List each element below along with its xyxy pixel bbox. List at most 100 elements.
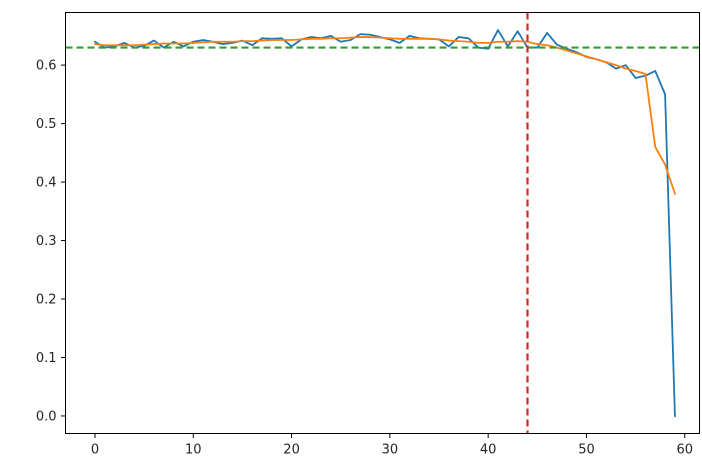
series-2-point bbox=[585, 55, 587, 57]
series-1-point bbox=[349, 39, 351, 41]
x-tick-label: 60 bbox=[676, 443, 693, 458]
x-tick-label: 20 bbox=[283, 443, 300, 458]
x-tick-label: 40 bbox=[480, 443, 497, 458]
y-tick-label: 0.5 bbox=[36, 117, 57, 132]
plot-frame bbox=[65, 12, 700, 434]
series-2-point bbox=[457, 40, 459, 42]
series-1-point bbox=[123, 42, 125, 44]
series-line-1 bbox=[93, 29, 676, 417]
series-2-point bbox=[290, 39, 292, 41]
y-tick-label: 0.0 bbox=[36, 409, 57, 424]
x-tick-label: 50 bbox=[578, 443, 595, 458]
series-2-point bbox=[448, 39, 450, 41]
series-layer bbox=[93, 29, 677, 417]
series-2-point bbox=[113, 44, 115, 46]
series-2-point bbox=[664, 163, 666, 165]
series-2-point bbox=[163, 42, 165, 44]
series-2-point bbox=[369, 36, 371, 38]
series-2-point bbox=[507, 41, 509, 43]
x-tick-label: 0 bbox=[91, 443, 99, 458]
series-2-point bbox=[310, 38, 312, 40]
series-2-point bbox=[153, 43, 155, 45]
series-2-point bbox=[143, 43, 145, 45]
series-2-point bbox=[575, 52, 577, 54]
series-1-point bbox=[497, 29, 499, 31]
series-2-point bbox=[428, 38, 430, 40]
series-2-point bbox=[281, 39, 283, 41]
series-1-point bbox=[408, 35, 410, 37]
series-1-point bbox=[664, 93, 666, 95]
series-2-point bbox=[349, 36, 351, 38]
series-2-point bbox=[634, 70, 636, 72]
series-1-point bbox=[467, 37, 469, 39]
series-2-point bbox=[222, 41, 224, 43]
series-1-point bbox=[634, 77, 636, 79]
reference-lines bbox=[65, 12, 700, 434]
y-axis: 0.0 0.1 0.2 0.3 0.4 0.5 0.6 bbox=[36, 59, 66, 424]
series-1-point bbox=[556, 43, 558, 45]
series-2-point bbox=[182, 42, 184, 44]
series-2-point bbox=[497, 41, 499, 43]
y-tick-label: 0.1 bbox=[36, 351, 57, 366]
series-2-point bbox=[133, 44, 135, 46]
series-1-point bbox=[546, 32, 548, 34]
series-2-point bbox=[516, 40, 518, 42]
series-2-point bbox=[231, 41, 233, 43]
series-2-point bbox=[340, 37, 342, 39]
series-1-point bbox=[625, 64, 627, 66]
series-2-point bbox=[172, 42, 174, 44]
series-1-point bbox=[399, 42, 401, 44]
series-2-point bbox=[467, 41, 469, 43]
x-axis: 0 10 20 30 40 50 60 bbox=[91, 433, 693, 458]
x-tick-label: 10 bbox=[185, 443, 202, 458]
series-2-point bbox=[212, 41, 214, 43]
x-tick-label: 30 bbox=[382, 443, 399, 458]
series-2-point bbox=[644, 73, 646, 75]
series-1-point bbox=[330, 35, 332, 37]
series-1-point bbox=[369, 34, 371, 36]
series-2-point bbox=[674, 193, 676, 195]
series-2-point bbox=[330, 37, 332, 39]
series-2-point bbox=[625, 67, 627, 69]
series-2-point bbox=[566, 49, 568, 51]
series-2-point bbox=[300, 38, 302, 40]
series-2-point bbox=[261, 39, 263, 41]
series-2-point bbox=[359, 36, 361, 38]
series-2-point bbox=[438, 38, 440, 40]
series-2-point bbox=[241, 40, 243, 42]
series-1-point bbox=[261, 37, 263, 39]
series-1-point bbox=[94, 41, 96, 43]
series-2-point bbox=[418, 38, 420, 40]
series-line-2 bbox=[93, 36, 677, 195]
series-2-point bbox=[104, 44, 106, 46]
series-1-point bbox=[457, 36, 459, 38]
series-1-point bbox=[674, 415, 676, 417]
series-1-point bbox=[182, 45, 184, 47]
series-1-point bbox=[448, 45, 450, 47]
series-1-point bbox=[340, 41, 342, 43]
y-tick-label: 0.2 bbox=[36, 293, 57, 308]
series-2-point bbox=[546, 44, 548, 46]
series-1-point bbox=[359, 33, 361, 35]
series-1-point bbox=[516, 30, 518, 32]
series-2-point bbox=[251, 40, 253, 42]
series-2-point bbox=[477, 42, 479, 44]
series-2-point bbox=[595, 58, 597, 60]
series-1-point bbox=[536, 46, 538, 48]
series-2-point bbox=[654, 146, 656, 148]
series-1-point bbox=[222, 43, 224, 45]
series-1-point bbox=[615, 67, 617, 69]
series-1-point bbox=[202, 39, 204, 41]
series-1-point bbox=[654, 70, 656, 72]
series-2-point bbox=[192, 42, 194, 44]
series-2-point bbox=[389, 37, 391, 39]
series-1-point bbox=[251, 44, 253, 46]
series-2-point bbox=[487, 42, 489, 44]
series-2-point bbox=[379, 36, 381, 38]
series-2-point bbox=[399, 38, 401, 40]
series-2-point bbox=[94, 43, 96, 45]
series-2-point bbox=[605, 61, 607, 63]
series-2-point bbox=[408, 38, 410, 40]
series-2-point bbox=[320, 38, 322, 40]
